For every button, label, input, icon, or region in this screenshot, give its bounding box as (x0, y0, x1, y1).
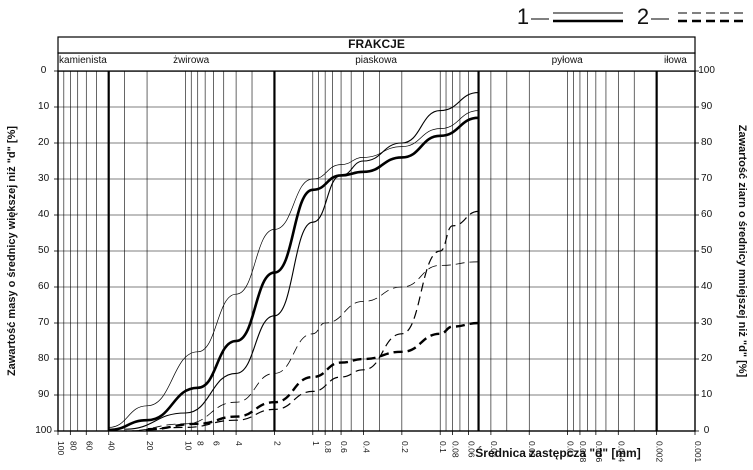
right-axis-label: Zawartość masy o średnicy większej niż "… (6, 126, 18, 376)
x-tick-label: 0.001 (693, 441, 703, 463)
x-tick-label: 0.02 (527, 441, 537, 458)
fraction-label: iłowa (664, 55, 687, 66)
right-tick-label: 100 (35, 425, 52, 436)
curve-2-5 (124, 261, 479, 432)
left-tick-label: 60 (701, 209, 713, 220)
x-tick-label: 0.04 (489, 441, 499, 458)
left-tick-label: 80 (701, 137, 713, 148)
x-tick-label: 4 (234, 441, 244, 446)
x-tick-label: 0.6 (339, 441, 349, 453)
left-tick-label: 50 (701, 245, 713, 256)
x-tick-label: 0.006 (594, 441, 604, 463)
curve-1-0 (108, 116, 479, 432)
left-axis-label: Zawartość ziarn o średnicy mniejszej niż… (736, 125, 748, 378)
x-tick-label: 0.002 (655, 441, 665, 463)
curve-1-1 (124, 92, 479, 430)
left-tick-label: 70 (701, 173, 713, 184)
x-tick-label: 0.1 (438, 441, 448, 453)
fraction-label: piaskowa (355, 55, 397, 66)
right-tick-label: 10 (38, 101, 50, 112)
legend-label-1: 1 (517, 4, 529, 29)
right-tick-label: 20 (38, 137, 50, 148)
fraction-label: pyłowa (552, 55, 584, 66)
x-tick-label: 20 (145, 441, 155, 451)
x-tick-label: 60 (84, 441, 94, 451)
x-tick-label: 100 (56, 441, 66, 455)
left-tick-label: 0 (704, 425, 710, 436)
curve-1-2 (108, 110, 479, 428)
x-tick-label: 80 (68, 441, 78, 451)
x-axis-label: Średnica zastępcza "d" [mm] (475, 445, 640, 460)
fraction-label: kamienista (59, 55, 107, 66)
fractions-band: iłowa pyłowa piaskowa żwirowa kamienista FRAK… (57, 36, 696, 72)
log-grid (57, 37, 696, 432)
x-tick-label: 0.06 (466, 441, 476, 458)
left-tick-label: 20 (701, 353, 713, 364)
right-tick-label: 70 (38, 317, 50, 328)
left-tick-label: 90 (701, 101, 713, 112)
right-tick-label: 60 (38, 281, 50, 292)
fractions-title-row (57, 36, 696, 54)
x-tick-label: 0.004 (616, 441, 626, 463)
right-tick-label: 30 (38, 173, 50, 184)
x-tick-label: 0.08 (451, 441, 461, 458)
x-tick-label: 0.2 (400, 441, 410, 453)
x-tick-label: 0.8 (323, 441, 333, 453)
curve-2-3 (124, 210, 479, 432)
left-tick-label: 100 (698, 65, 715, 76)
fraction-label: żwirowa (173, 55, 210, 66)
x-tick-label: 40 (107, 441, 117, 451)
x-tick-label: 0.4 (361, 441, 371, 453)
x-tick-label: 0.01 (566, 441, 576, 458)
x-tick-label: 0.008 (578, 441, 588, 463)
right-tick-label: 0 (41, 65, 47, 76)
legend-label-2: 2 (637, 4, 649, 29)
left-tick-label: 30 (701, 317, 713, 328)
grading-curves (108, 92, 479, 432)
left-tick-label: 40 (701, 281, 713, 292)
x-tick-label: 6 (212, 441, 222, 446)
x-tick-label: 2 (272, 441, 282, 446)
fractions-title: FRAKCJE (348, 37, 405, 51)
x-tick-label: 1 (311, 441, 321, 446)
right-tick-label: 40 (38, 209, 50, 220)
right-tick-label: 80 (38, 353, 50, 364)
right-tick-label: 90 (38, 389, 50, 400)
curve-2-4 (147, 321, 479, 431)
x-tick-label: 10 (183, 441, 193, 451)
left-tick-label: 10 (701, 389, 713, 400)
right-tick-label: 50 (38, 245, 50, 256)
x-tick-label: 8 (196, 441, 206, 446)
